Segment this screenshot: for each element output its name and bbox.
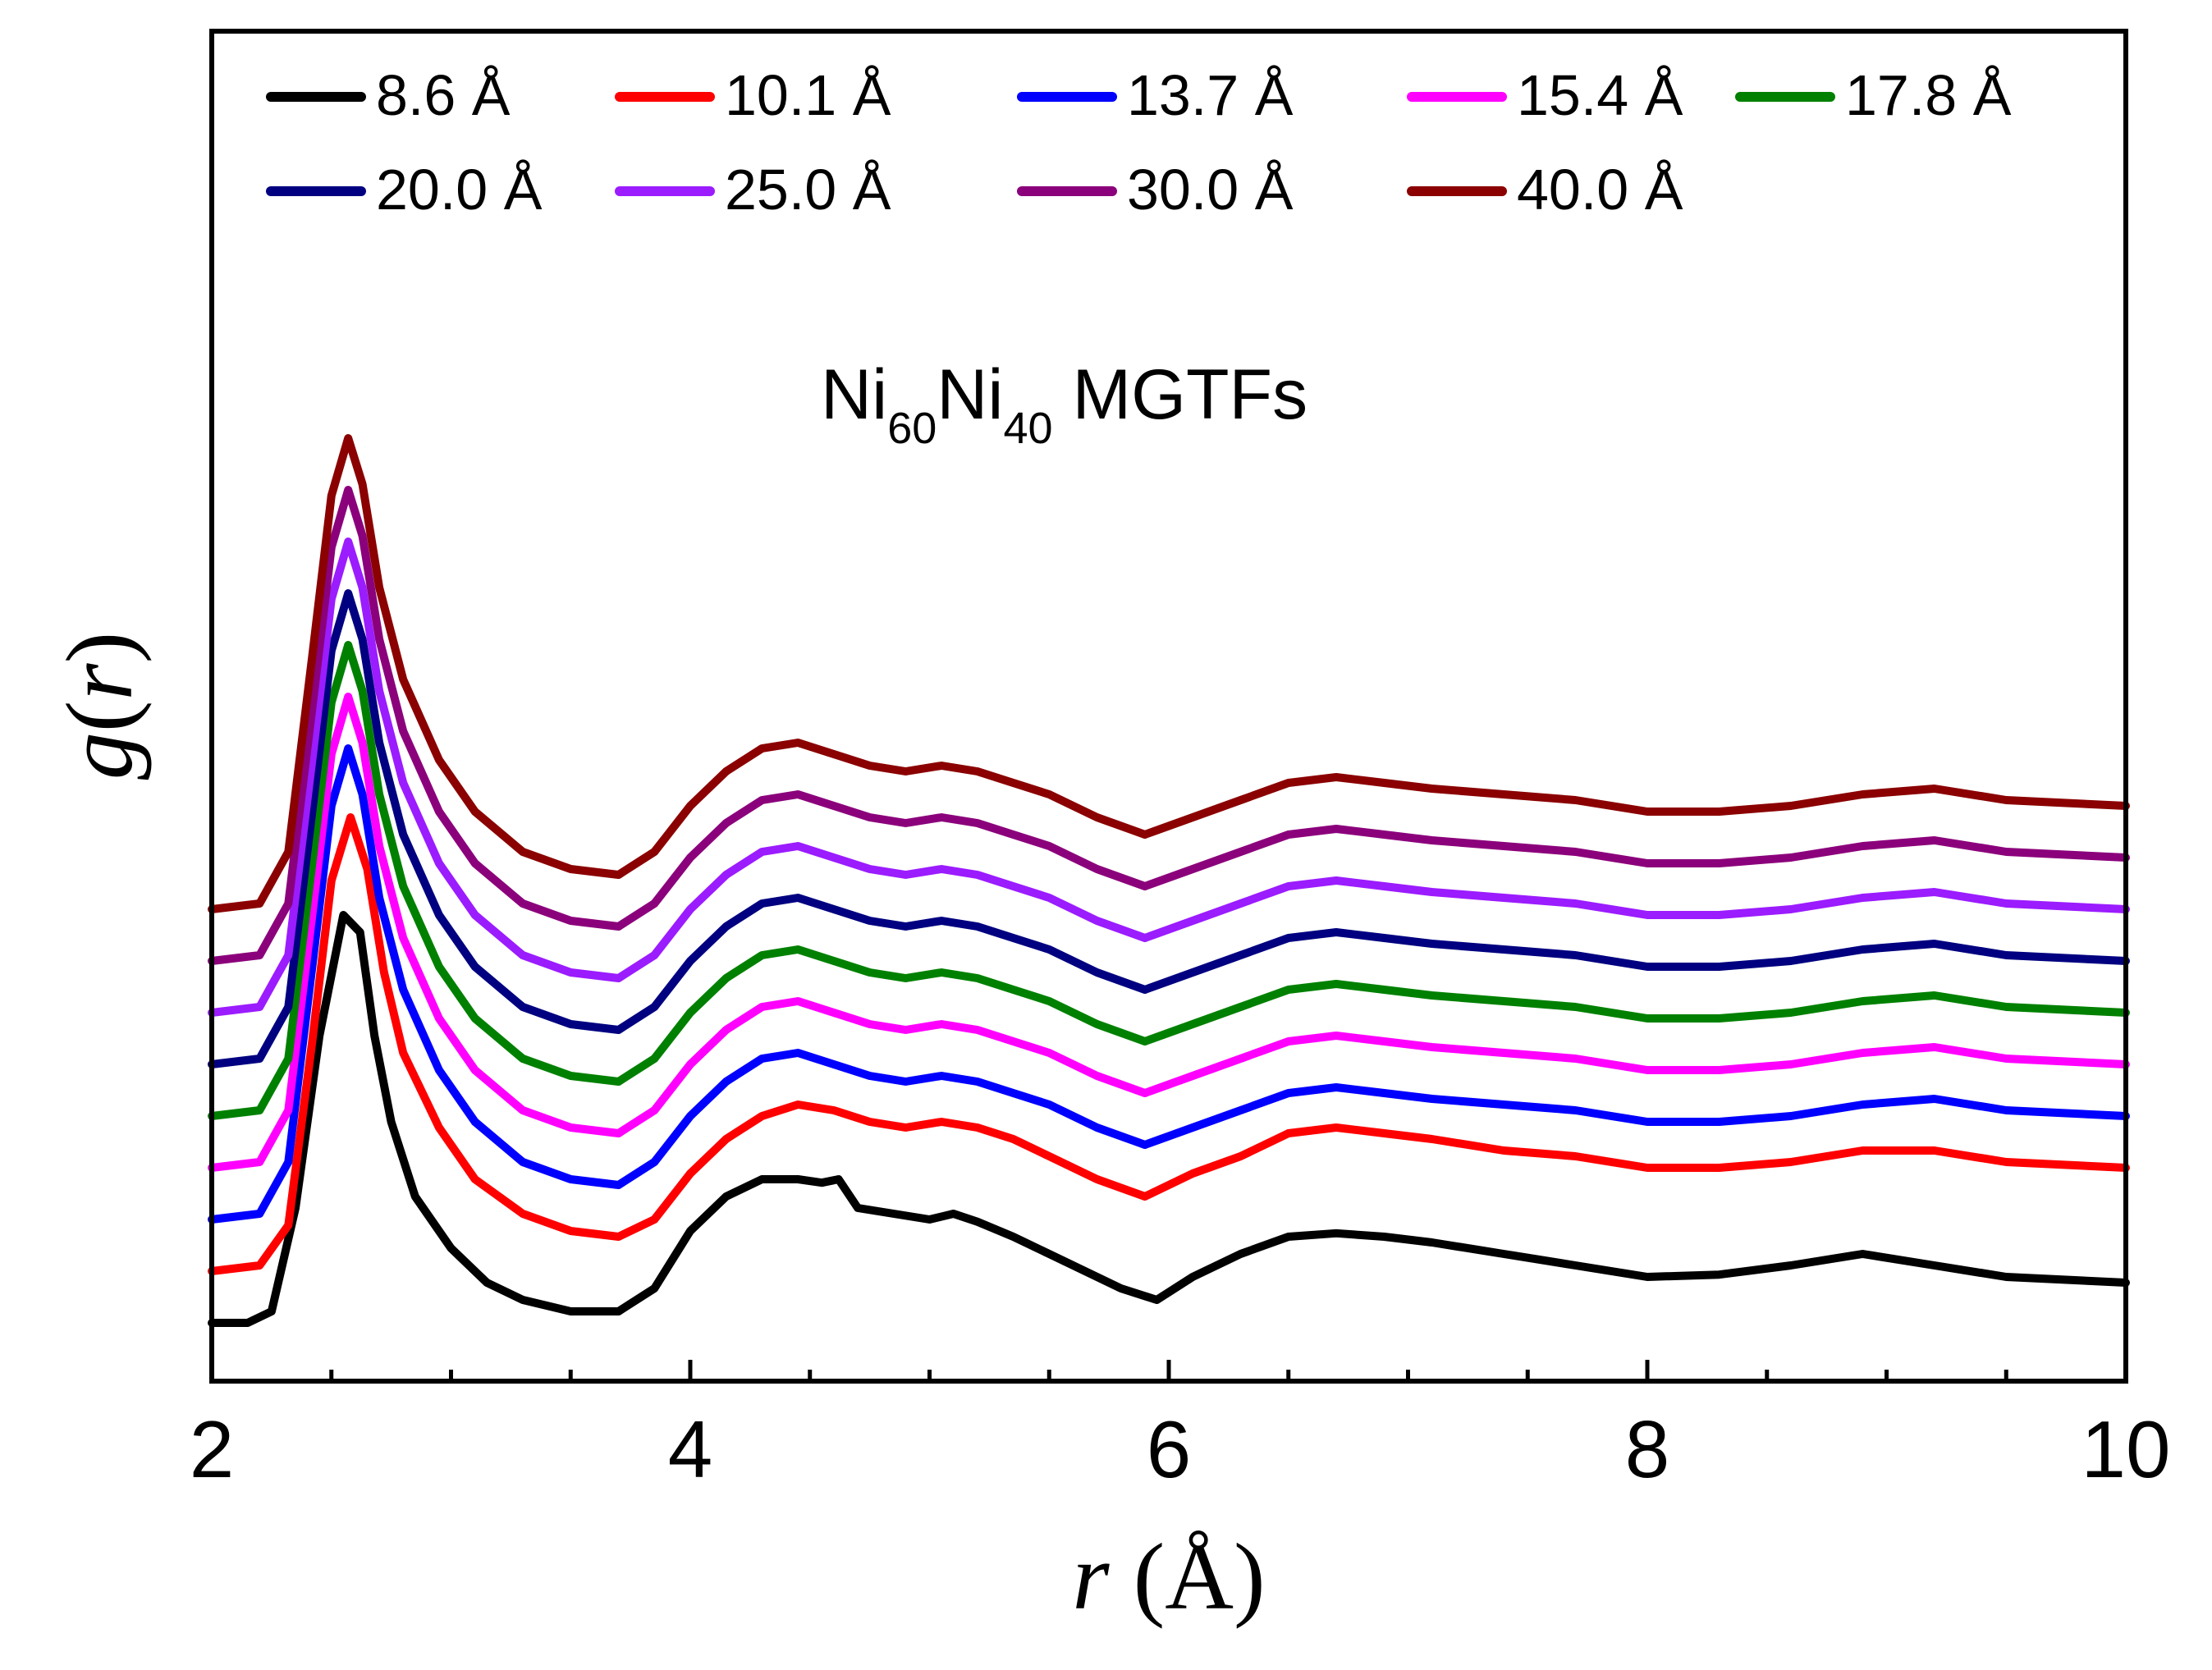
legend-label-2: 13.7 Å xyxy=(1127,63,1294,127)
x-tick-label: 2 xyxy=(190,1404,235,1494)
legend-label-7: 30.0 Å xyxy=(1127,158,1294,222)
series-line-6 xyxy=(208,538,2130,1017)
series-line-2 xyxy=(208,744,2130,1224)
plot-frame xyxy=(209,29,2128,1384)
x-axis-ticks: 2 4 6 8 10 xyxy=(190,1360,2171,1494)
legend-label-4: 17.8 Å xyxy=(1845,63,2012,127)
series-line-5 xyxy=(208,589,2130,1068)
legend-label-5: 20.0 Å xyxy=(376,158,543,222)
series-line-3 xyxy=(208,693,2130,1172)
series-line-0 xyxy=(208,911,2130,1327)
legend-label-0: 8.6 Å xyxy=(376,63,511,127)
annotation-sub2: 40 xyxy=(1004,404,1053,453)
annotation-base2: Ni xyxy=(937,355,1003,434)
legend: 8.6 Å 10.1 Å 13.7 Å 15.4 Å 17.8 Å 20.0 Å 25.0 … xyxy=(266,63,2012,222)
y-axis-open: ( xyxy=(48,701,153,733)
x-axis-var: r xyxy=(1072,1525,1110,1630)
y-axis-arg: r xyxy=(48,663,153,701)
y-axis-title: g(r) xyxy=(48,632,153,780)
legend-label-8: 40.0 Å xyxy=(1517,158,1683,222)
series-line-8 xyxy=(208,434,2130,913)
x-axis-title: r (Å) xyxy=(1072,1525,1265,1630)
series-layer xyxy=(208,434,2130,1327)
annotation-rest: MGTFs xyxy=(1053,355,1308,434)
series-line-7 xyxy=(208,486,2130,965)
annotation-sub1: 60 xyxy=(887,404,937,453)
series-line-1 xyxy=(208,813,2130,1275)
x-tick-label: 6 xyxy=(1147,1404,1192,1494)
x-tick-label: 4 xyxy=(668,1404,713,1494)
legend-label-1: 10.1 Å xyxy=(725,63,891,127)
y-axis-var: g xyxy=(48,732,153,780)
plot-annotation: Ni60Ni40 MGTFs xyxy=(821,355,1308,453)
x-axis-unit: (Å) xyxy=(1110,1525,1266,1630)
x-tick-label: 10 xyxy=(2081,1404,2170,1494)
series-line-4 xyxy=(208,641,2130,1120)
annotation-base1: Ni xyxy=(821,355,887,434)
y-axis-close: ) xyxy=(48,632,153,664)
x-tick-label: 8 xyxy=(1625,1404,1670,1494)
legend-label-6: 25.0 Å xyxy=(725,158,891,222)
legend-label-3: 15.4 Å xyxy=(1517,63,1683,127)
